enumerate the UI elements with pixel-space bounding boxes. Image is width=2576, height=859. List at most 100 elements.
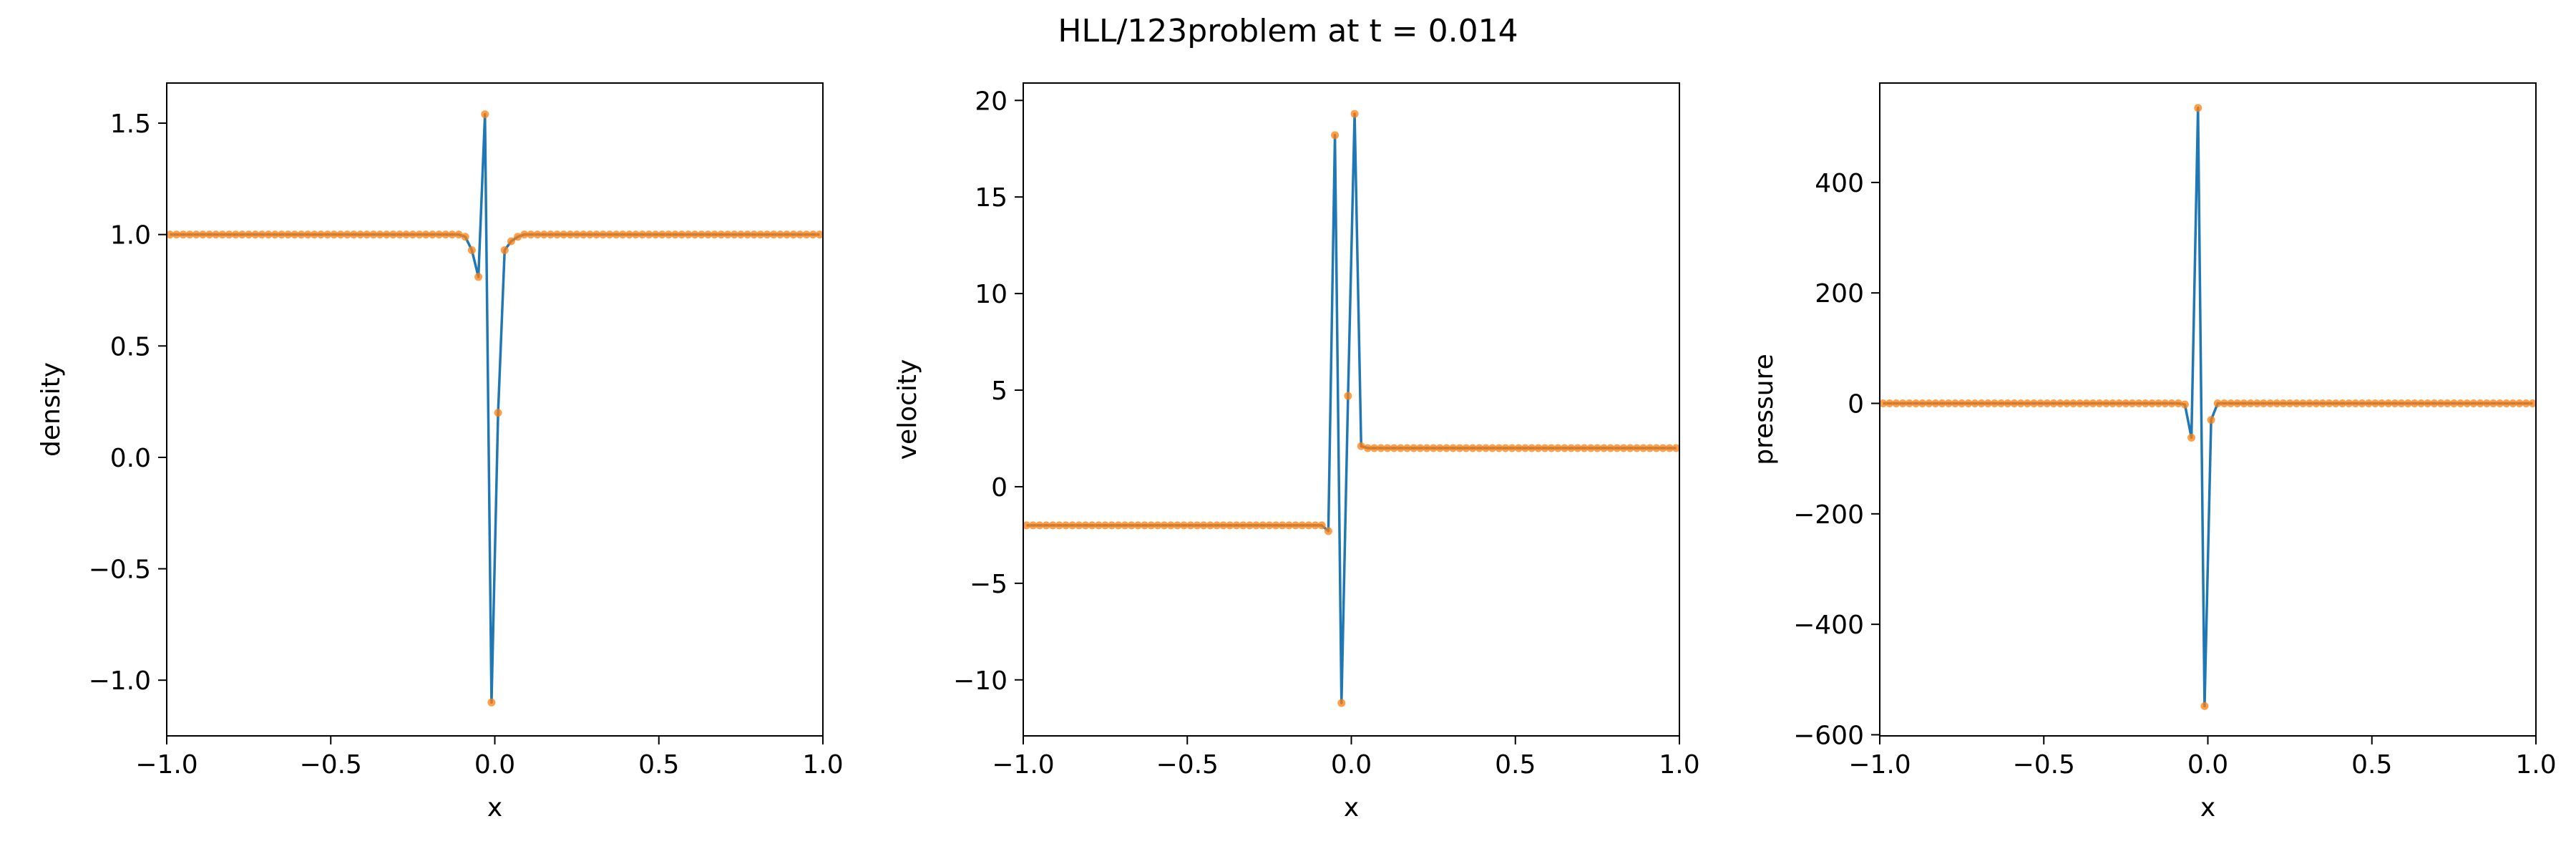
- data-point: [2378, 399, 2386, 408]
- y-tick-label: 15: [975, 183, 1008, 213]
- data-point: [1101, 521, 1110, 530]
- data-point: [618, 230, 627, 239]
- data-point: [251, 230, 260, 239]
- data-point: [1553, 444, 1562, 452]
- data-point: [1331, 131, 1340, 140]
- data-point: [1166, 521, 1175, 530]
- data-point: [2207, 416, 2215, 424]
- data-point: [415, 230, 424, 239]
- data-point: [665, 230, 673, 239]
- data-point: [172, 230, 181, 239]
- data-point: [2273, 399, 2281, 408]
- data-point: [1416, 444, 1425, 452]
- data-point: [2384, 399, 2393, 408]
- x-tick-label: −1.0: [992, 750, 1054, 780]
- data-point: [514, 233, 522, 241]
- data-point: [678, 230, 686, 239]
- data-point: [730, 230, 738, 239]
- data-point: [245, 230, 253, 239]
- data-point: [1892, 399, 1901, 408]
- data-point: [2148, 399, 2157, 408]
- data-point: [671, 230, 680, 239]
- data-point: [1357, 442, 1365, 450]
- data-point: [2062, 399, 2071, 408]
- data-point: [291, 230, 299, 239]
- data-point: [585, 230, 594, 239]
- data-point: [1081, 521, 1090, 530]
- data-point: [1226, 521, 1234, 530]
- data-point: [303, 230, 312, 239]
- data-point: [546, 230, 555, 239]
- data-point: [2056, 399, 2064, 408]
- data-point: [2122, 399, 2130, 408]
- data-point: [1567, 444, 1576, 452]
- data-point: [1911, 399, 1920, 408]
- subplot-density: −1.0 −0.5 0.0 0.5 1.0 −1.0 −0.5 0.0 0.5 1.0 1.5 x de…: [36, 82, 844, 822]
- data-point: [343, 230, 351, 239]
- x-axis-label: x: [2200, 793, 2215, 822]
- data-point: [1068, 521, 1077, 530]
- data-point: [1632, 444, 1641, 452]
- y-tick-label: −600: [1793, 721, 1864, 750]
- data-point: [1402, 444, 1411, 452]
- data-point: [421, 230, 430, 239]
- data-point: [441, 230, 450, 239]
- x-tick-label: −0.5: [2013, 750, 2075, 780]
- y-tick-label: 0.5: [110, 332, 151, 361]
- data-point: [179, 230, 187, 239]
- y-tick-label: 0: [1848, 390, 1864, 419]
- data-point: [336, 230, 345, 239]
- data-point: [1383, 444, 1392, 452]
- data-point: [2004, 399, 2012, 408]
- data-point: [2443, 399, 2451, 408]
- data-point: [704, 230, 713, 239]
- data-point: [1997, 399, 2006, 408]
- data-point: [1495, 444, 1503, 452]
- data-point: [2528, 399, 2536, 408]
- x-axis-label: x: [487, 793, 502, 822]
- data-point: [1574, 444, 1582, 452]
- data-point: [363, 230, 371, 239]
- y-tick-label: −10: [953, 666, 1008, 696]
- data-point: [2155, 399, 2163, 408]
- data-point: [697, 230, 706, 239]
- data-point: [1501, 444, 1510, 452]
- data-point: [2397, 399, 2406, 408]
- data-point: [776, 230, 784, 239]
- data-point: [1311, 521, 1319, 530]
- data-point: [2082, 399, 2091, 408]
- data-point: [2043, 399, 2051, 408]
- x-tick-label: −1.0: [135, 750, 197, 780]
- data-point: [527, 230, 535, 239]
- data-point: [2220, 399, 2228, 408]
- data-point: [1639, 444, 1648, 452]
- data-point: [1918, 399, 1927, 408]
- data-point: [2246, 399, 2255, 408]
- data-point: [2391, 399, 2399, 408]
- figure-title: HLL/123problem at t = 0.014: [1058, 13, 1518, 49]
- data-point: [2457, 399, 2465, 408]
- data-point: [658, 230, 666, 239]
- data-point: [1652, 444, 1661, 452]
- data-point: [2364, 399, 2373, 408]
- data-point: [579, 230, 587, 239]
- data-point: [2259, 399, 2268, 408]
- data-point: [2016, 399, 2025, 408]
- data-point: [2174, 399, 2182, 408]
- data-point: [1521, 444, 1530, 452]
- data-point: [2476, 399, 2484, 408]
- data-point: [1665, 444, 1674, 452]
- y-axis-label: velocity: [893, 359, 922, 460]
- data-point: [1390, 444, 1398, 452]
- data-point: [592, 230, 601, 239]
- data-point: [2424, 399, 2432, 408]
- subplot-pressure: −1.0 −0.5 0.0 0.5 1.0 −600 −400 −200 0 200 400 x pre…: [1750, 82, 2557, 822]
- data-point: [2298, 399, 2307, 408]
- data-point: [507, 237, 515, 246]
- subplots: −1.0 −0.5 0.0 0.5 1.0 −1.0 −0.5 0.0 0.5 1.0 1.5 x de…: [36, 82, 2557, 822]
- y-tick-label: 1.5: [110, 110, 151, 139]
- data-point: [1160, 521, 1169, 530]
- data-point: [2285, 399, 2294, 408]
- y-tick-label: 0.0: [110, 444, 151, 473]
